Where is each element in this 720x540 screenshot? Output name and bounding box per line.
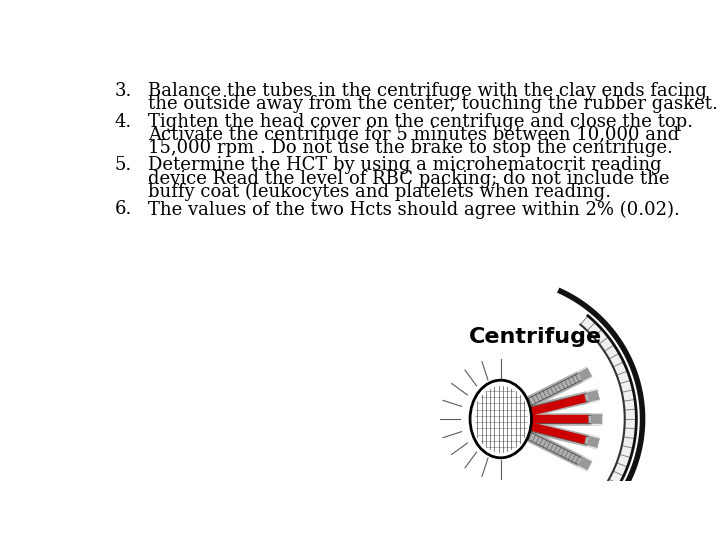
- Text: 15,000 rpm . Do not use the brake to stop the centrifuge.: 15,000 rpm . Do not use the brake to sto…: [148, 139, 673, 157]
- Text: Centrifuge: Centrifuge: [469, 327, 602, 347]
- Text: The values of the two Hcts should agree within 2% (0.02).: The values of the two Hcts should agree …: [148, 200, 680, 219]
- Text: Tighten the head cover on the centrifuge and close the top.: Tighten the head cover on the centrifuge…: [148, 112, 693, 131]
- Text: Balance the tubes in the centrifuge with the clay ends facing: Balance the tubes in the centrifuge with…: [148, 82, 707, 100]
- Text: the outside away from the center, touching the rubber gasket.: the outside away from the center, touchi…: [148, 95, 718, 113]
- Text: 5.: 5.: [114, 157, 132, 174]
- Text: 3.: 3.: [114, 82, 132, 100]
- Text: device Read the level of RBC packing; do not include the: device Read the level of RBC packing; do…: [148, 170, 670, 187]
- Text: 6.: 6.: [114, 200, 132, 218]
- Text: Determine the HCT by using a microhematocrit reading: Determine the HCT by using a microhemato…: [148, 157, 662, 174]
- Text: Activate the centrifuge for 5 minutes between 10,000 and: Activate the centrifuge for 5 minutes be…: [148, 126, 680, 144]
- Text: 4.: 4.: [114, 112, 132, 131]
- Text: buffy coat (leukocytes and platelets when reading.: buffy coat (leukocytes and platelets whe…: [148, 183, 611, 201]
- Polygon shape: [580, 316, 636, 522]
- Ellipse shape: [470, 380, 531, 458]
